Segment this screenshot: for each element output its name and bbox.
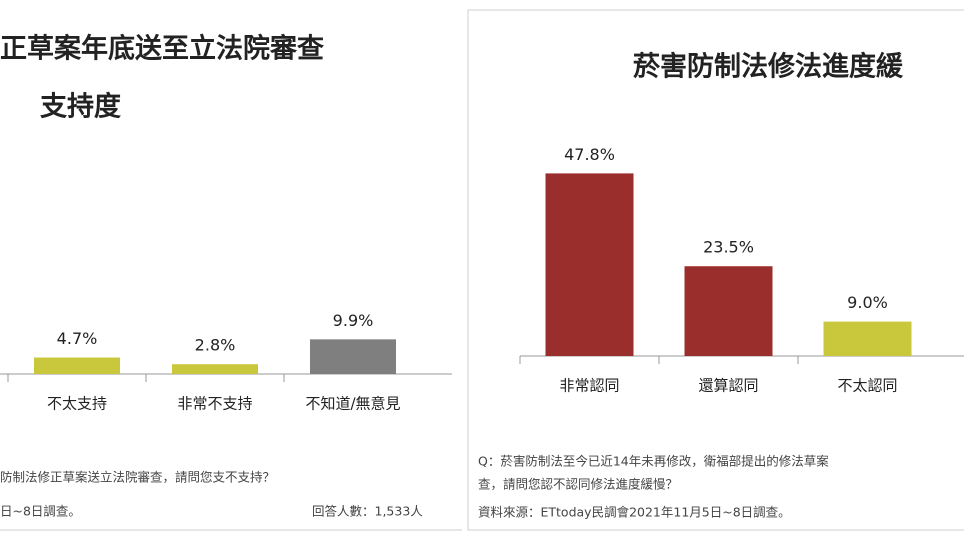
value-label: 2.8% — [195, 336, 236, 355]
bar — [310, 339, 396, 374]
footnote: 防制法修正草案送立法院審查，請問您支不支持？ — [0, 470, 275, 485]
category-label: 不知道/無意見 — [305, 395, 400, 413]
category-label: 不太支持 — [47, 395, 107, 413]
bar — [545, 173, 634, 356]
category-label: 還算認同 — [698, 377, 758, 395]
footnote: 回答人數：1,533人 — [312, 504, 423, 519]
panel-frame — [467, 9, 964, 531]
bar — [823, 321, 912, 356]
category-label: 不太認同 — [837, 377, 897, 395]
value-label: 4.7% — [57, 329, 98, 348]
category-label: 非常認同 — [559, 377, 619, 395]
chart-subtitle: 支持度 — [40, 91, 121, 123]
footnote: 資料來源：ETtoday民調會2021年11月5日~8日調查。 — [478, 505, 791, 520]
bar — [34, 357, 120, 374]
category-label: 非常不支持 — [177, 395, 252, 413]
bar — [172, 364, 258, 374]
footnote: 日~8日調查。 — [0, 504, 81, 519]
value-label: 23.5% — [703, 238, 754, 257]
chart-title: 正草案年底送至立法院審查 — [0, 33, 324, 65]
bar — [684, 266, 773, 356]
value-label: 9.9% — [333, 311, 374, 330]
value-label: 47.8% — [564, 145, 615, 164]
value-label: 9.0% — [847, 293, 888, 312]
footnote: Q：菸害防制法至今已近14年未再修改，衛福部提出的修法草案 — [478, 454, 829, 469]
footnote: 查，請問您認不認同修法進度緩慢？ — [478, 477, 678, 492]
chart-title: 菸害防制法修法進度緩 — [633, 51, 904, 83]
